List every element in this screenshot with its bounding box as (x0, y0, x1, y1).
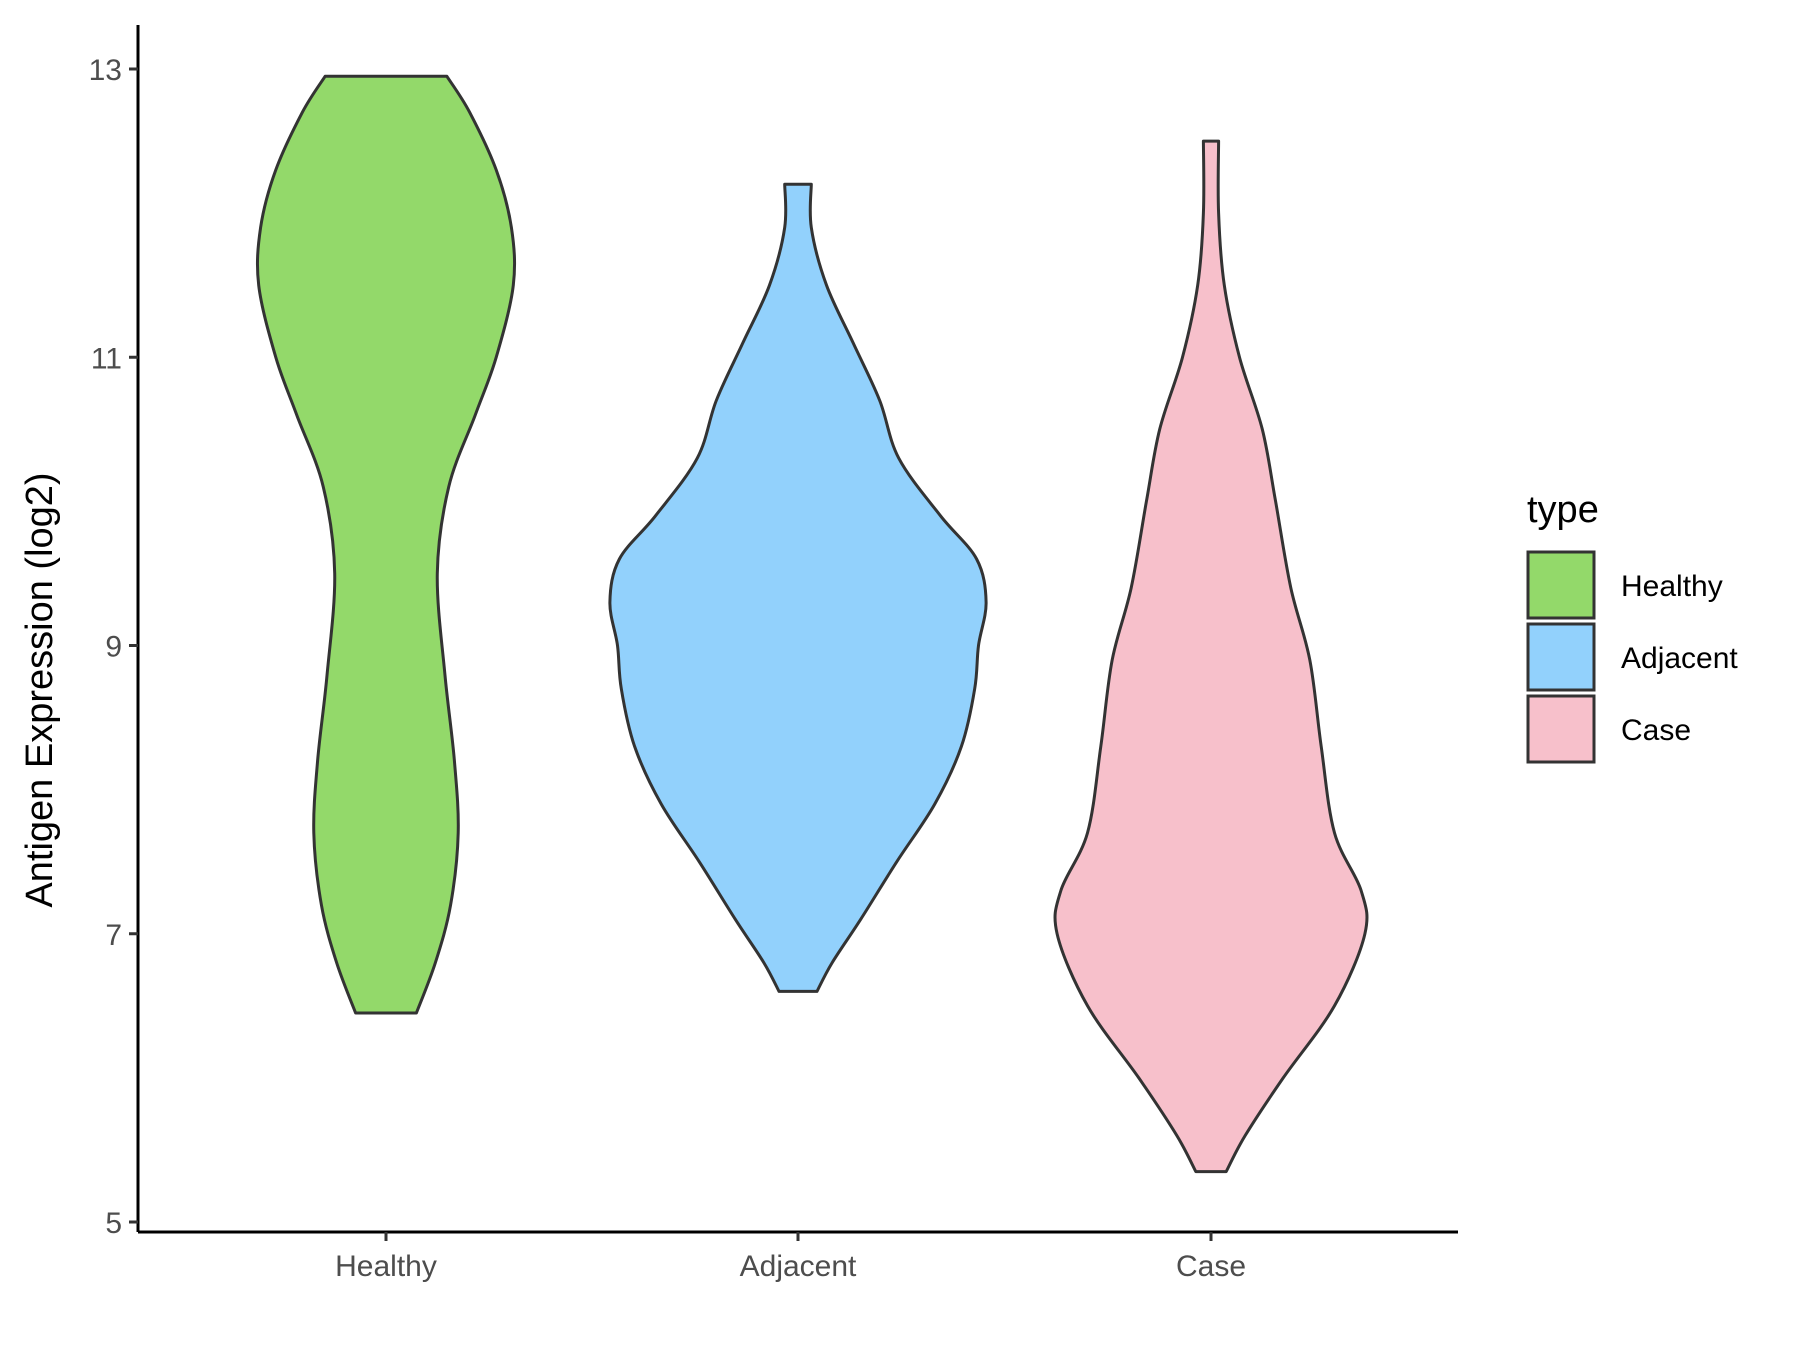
violin-healthy (255, 74, 517, 1015)
x-tick-label: Adjacent (740, 1250, 857, 1283)
legend-title: type (1527, 489, 1599, 531)
x-tick-label: Case (1176, 1250, 1246, 1283)
y-tick-label: 9 (105, 631, 122, 664)
legend-label-adjacent: Adjacent (1621, 642, 1738, 675)
legend-label-healthy: Healthy (1621, 570, 1723, 603)
violins-layer (255, 74, 1369, 1174)
y-axis-title: Antigen Expression (log2) (19, 472, 61, 907)
axes-layer: 5 7 9 11 13 Healthy Adjacent Case (89, 25, 1458, 1283)
violin-adjacent (608, 182, 988, 993)
legend-label-case: Case (1621, 714, 1691, 747)
y-tick-label: 11 (91, 342, 122, 375)
legend-swatch-adjacent (1526, 622, 1596, 692)
legend: type Healthy Adjacent Case (1526, 489, 1738, 764)
y-tick-label: 13 (89, 54, 122, 87)
legend-swatch-case (1526, 694, 1596, 764)
x-tick-label: Healthy (335, 1250, 437, 1283)
y-tick-label: 7 (105, 919, 122, 952)
violin-case (1053, 139, 1369, 1174)
legend-swatch-healthy (1526, 550, 1596, 620)
y-tick-label: 5 (105, 1207, 122, 1240)
